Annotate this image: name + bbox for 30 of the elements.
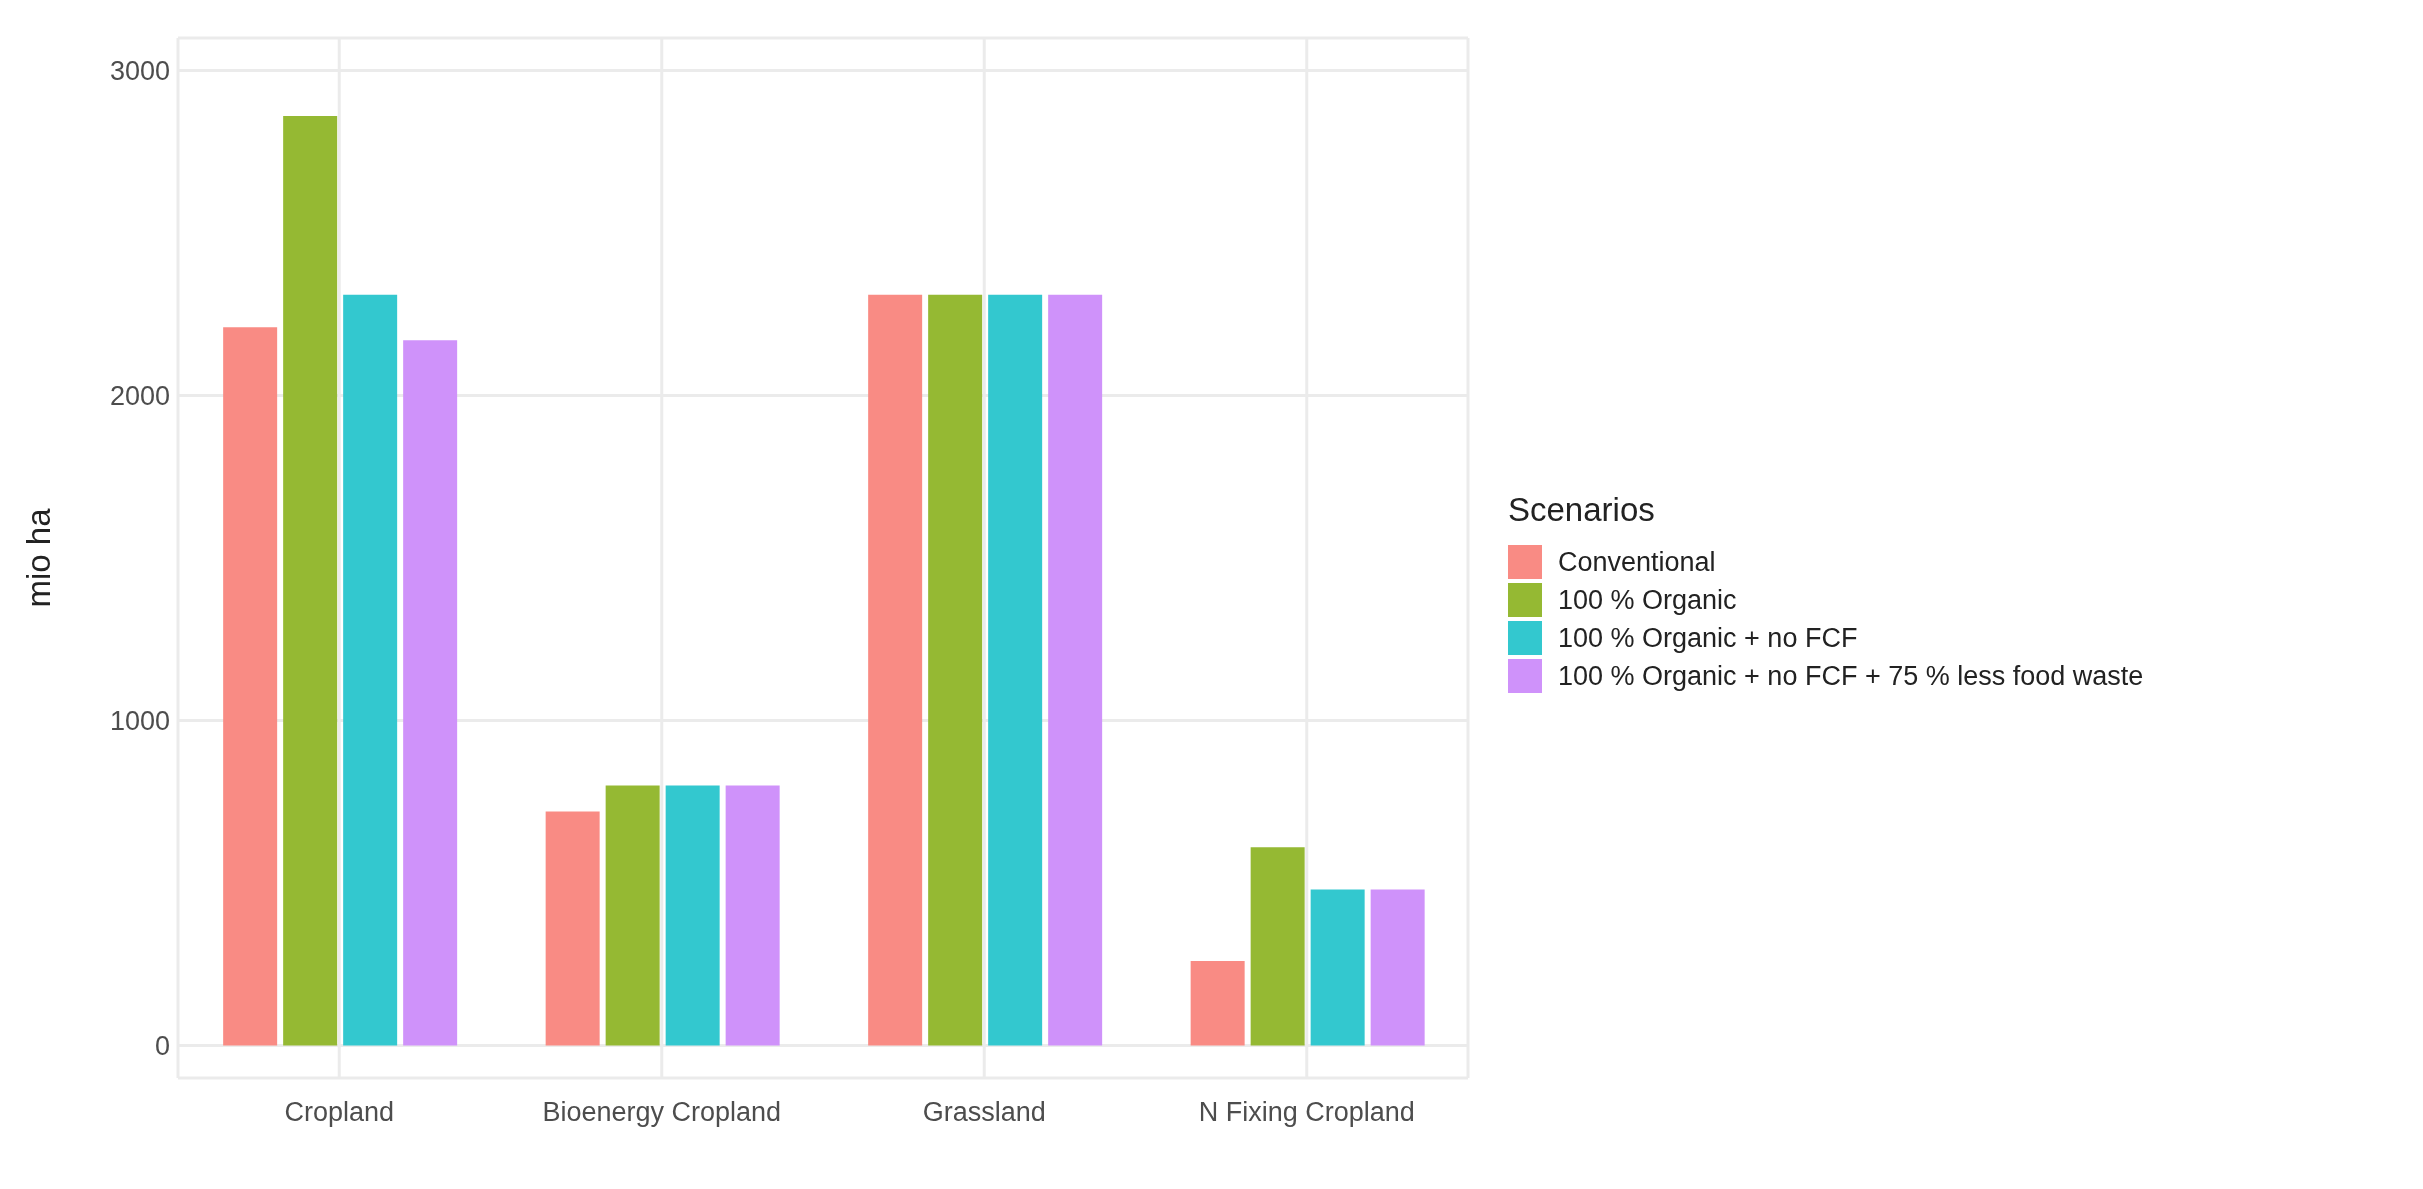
y-tick-label: 3000 xyxy=(109,56,170,87)
y-axis-title: mio ha xyxy=(19,507,57,608)
legend-label: Conventional xyxy=(1558,546,1716,578)
bar xyxy=(545,811,600,1046)
x-tick-label: Grassland xyxy=(922,1097,1046,1128)
bar xyxy=(665,785,720,1046)
bar xyxy=(928,294,983,1046)
bar xyxy=(1370,889,1425,1046)
legend-label: 100 % Organic + no FCF xyxy=(1558,622,1858,654)
bar xyxy=(1190,961,1245,1046)
legend-title: Scenarios xyxy=(1508,491,1656,529)
bar xyxy=(1250,847,1305,1046)
bar xyxy=(725,785,780,1046)
y-tick-label: 0 xyxy=(154,1031,170,1062)
bar xyxy=(223,327,278,1046)
bar xyxy=(403,340,458,1046)
bar xyxy=(988,294,1043,1046)
bar xyxy=(283,116,338,1046)
x-tick-label: Bioenergy Cropland xyxy=(542,1097,782,1128)
legend-label: 100 % Organic + no FCF + 75 % less food waste xyxy=(1558,660,2144,692)
bar xyxy=(343,294,398,1046)
bar xyxy=(605,785,660,1046)
x-tick-label: N Fixing Cropland xyxy=(1198,1097,1415,1128)
y-tick-label: 1000 xyxy=(109,706,170,737)
bar xyxy=(868,294,923,1046)
y-tick-label: 2000 xyxy=(109,381,170,412)
x-tick-label: Cropland xyxy=(284,1097,395,1128)
legend-label: 100 % Organic xyxy=(1558,584,1737,616)
bar xyxy=(1048,294,1103,1046)
bar xyxy=(1310,889,1365,1046)
